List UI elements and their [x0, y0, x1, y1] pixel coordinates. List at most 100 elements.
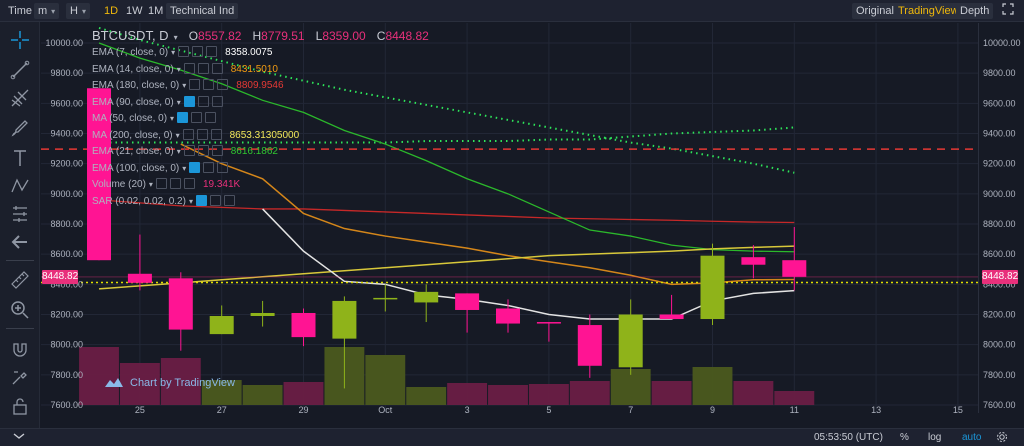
- eye-icon[interactable]: [182, 128, 194, 140]
- indicator-row[interactable]: EMA (90, close, 0) ▾: [92, 95, 223, 110]
- indicator-row[interactable]: MA (50, close, 0) ▾: [92, 112, 217, 126]
- close-icon[interactable]: [211, 145, 223, 156]
- indicator-row[interactable]: Volume (20) ▾ 19.341K: [92, 178, 240, 192]
- gear-icon[interactable]: [197, 95, 209, 107]
- price-tick-label: 8800.00: [50, 219, 83, 229]
- prediction-icon[interactable]: [8, 202, 32, 226]
- indicator-value: 19.341K: [202, 179, 241, 190]
- chevron-down-icon[interactable]: ▾: [175, 130, 180, 140]
- settings-gear-icon[interactable]: [996, 431, 1008, 445]
- eye-icon[interactable]: [189, 79, 201, 90]
- pattern-icon[interactable]: [8, 174, 32, 198]
- chart-canvas[interactable]: 25 27 29 Oct 3 5 7 9 11 13 15: [41, 23, 978, 413]
- chevron-down-icon[interactable]: ▾: [176, 147, 181, 156]
- brush-icon[interactable]: [8, 116, 32, 140]
- indicator-row[interactable]: MA (200, close, 0) ▾ 8653.31305000: [92, 128, 299, 143]
- candle-body: [659, 314, 684, 320]
- indicator-row[interactable]: EMA (21, close, 0) ▾ 8616.1862: [92, 145, 278, 159]
- symbol-name[interactable]: BTCUSDT, D: [92, 28, 169, 43]
- status-bar: 05:53:50 (UTC) % log auto: [0, 428, 1024, 446]
- technical-indicators-button[interactable]: Technical Ind: [166, 3, 239, 19]
- chevron-down-icon[interactable]: ▾: [171, 48, 176, 57]
- candle-body: [577, 325, 602, 366]
- chevron-down-icon[interactable]: ▾: [170, 114, 175, 123]
- chevron-down-icon[interactable]: ▾: [188, 196, 193, 206]
- close-icon[interactable]: [217, 79, 229, 90]
- collapse-chevron-icon[interactable]: [12, 431, 26, 445]
- price-tick-label: 9400.00: [983, 129, 1016, 139]
- close-icon[interactable]: [211, 95, 223, 107]
- depth-view-button[interactable]: Depth: [956, 3, 994, 19]
- auto-scale-toggle[interactable]: auto: [962, 432, 982, 443]
- interval-1m-button[interactable]: 1M: [148, 5, 164, 17]
- eye-icon[interactable]: [177, 112, 189, 123]
- gear-icon[interactable]: [197, 145, 209, 156]
- candle-body: [414, 291, 439, 303]
- gear-icon[interactable]: [209, 194, 221, 206]
- back-arrow-icon[interactable]: [8, 230, 32, 254]
- close-icon[interactable]: [211, 62, 223, 74]
- chevron-down-icon[interactable]: ▾: [176, 97, 181, 107]
- minute-interval-dropdown[interactable]: m: [34, 3, 60, 19]
- text-tool-icon[interactable]: [8, 146, 32, 170]
- eye-icon[interactable]: [183, 145, 195, 156]
- interval-1w-button[interactable]: 1W: [126, 5, 143, 17]
- chevron-down-icon[interactable]: ▾: [173, 33, 178, 42]
- candle-body: [168, 278, 193, 330]
- gear-icon[interactable]: [203, 79, 215, 90]
- close-icon[interactable]: [205, 112, 217, 123]
- tradingview-watermark[interactable]: Chart by TradingView: [104, 376, 235, 389]
- crosshair-icon[interactable]: [8, 28, 32, 52]
- indicator-row[interactable]: EMA (14, close, 0) ▾ 8431.5010: [92, 62, 278, 77]
- chevron-down-icon[interactable]: ▾: [148, 180, 153, 189]
- gear-icon[interactable]: [197, 62, 209, 74]
- indicator-row[interactable]: EMA (100, close, 0) ▾: [92, 161, 229, 176]
- price-chart[interactable]: 25 27 29 Oct 3 5 7 9 11 13 15: [41, 23, 1024, 429]
- price-tick-label: 10000.00: [45, 38, 83, 48]
- close-icon[interactable]: [223, 194, 235, 206]
- date-tick-label: 29: [298, 405, 308, 413]
- eye-icon[interactable]: [178, 46, 190, 57]
- log-scale-toggle[interactable]: log: [928, 432, 942, 443]
- close-icon[interactable]: [217, 161, 229, 173]
- magnet-icon[interactable]: [8, 338, 32, 362]
- gear-icon[interactable]: [203, 161, 215, 173]
- hour-interval-dropdown[interactable]: H: [66, 3, 90, 19]
- pitchfork-icon[interactable]: [8, 86, 32, 110]
- indicator-row[interactable]: EMA (7, close, 0) ▾ 8358.0075: [92, 46, 272, 60]
- close-icon[interactable]: [183, 178, 195, 189]
- ruler-icon[interactable]: [8, 268, 32, 292]
- ohlc-close: C8448.82: [376, 29, 429, 43]
- gear-icon[interactable]: [169, 178, 181, 189]
- eye-icon[interactable]: [195, 194, 207, 206]
- percent-scale-toggle[interactable]: %: [900, 432, 909, 443]
- indicator-row[interactable]: EMA (180, close, 0) ▾ 8809.9546: [92, 79, 284, 93]
- eye-icon[interactable]: [155, 178, 167, 189]
- chevron-down-icon[interactable]: ▾: [182, 163, 187, 173]
- chevron-down-icon[interactable]: ▾: [182, 81, 187, 90]
- lock-drawing-icon[interactable]: [8, 366, 32, 390]
- trend-line-icon[interactable]: [8, 58, 32, 82]
- gear-icon[interactable]: [192, 46, 204, 57]
- fullscreen-icon[interactable]: [998, 3, 1018, 19]
- zoom-in-icon[interactable]: [8, 298, 32, 322]
- indicator-label: EMA (90, close, 0): [92, 96, 174, 108]
- price-tick-label: 8400.00: [50, 279, 83, 289]
- original-view-button[interactable]: Original: [852, 3, 898, 19]
- gear-icon[interactable]: [196, 128, 208, 140]
- close-icon[interactable]: [206, 46, 218, 57]
- price-axis[interactable]: 10000.00 9800.00 9600.00 9400.00 9200.00 9000…: [978, 23, 1024, 413]
- indicator-label: MA (50, close, 0): [92, 113, 168, 124]
- eye-icon[interactable]: [189, 161, 201, 173]
- eye-icon[interactable]: [183, 95, 195, 107]
- chevron-down-icon[interactable]: ▾: [176, 64, 181, 74]
- eye-icon[interactable]: [183, 62, 195, 74]
- indicator-row[interactable]: SAR (0.02, 0.02, 0.2) ▾: [92, 194, 235, 209]
- top-toolbar: Time m H 1D 1W 1M Technical Ind Original…: [0, 0, 1024, 22]
- close-icon[interactable]: [210, 128, 222, 140]
- gear-icon[interactable]: [191, 112, 203, 123]
- interval-1d-button[interactable]: 1D: [104, 5, 119, 17]
- tradingview-view-button[interactable]: TradingView: [894, 3, 963, 19]
- ohlc-low: L8359.00: [315, 29, 366, 43]
- lock-icon[interactable]: [8, 394, 32, 418]
